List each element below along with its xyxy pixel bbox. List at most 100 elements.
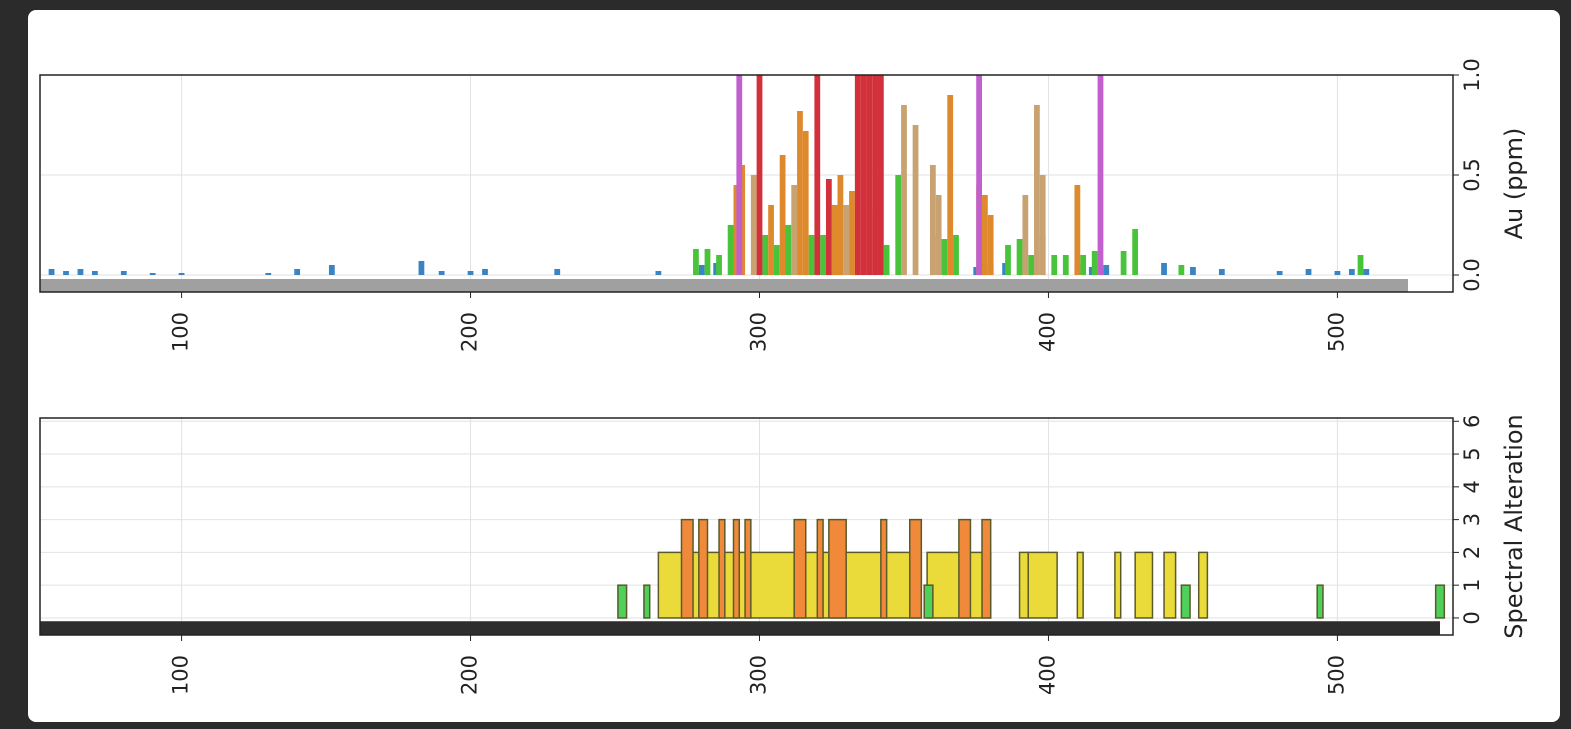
bar [1022,195,1029,275]
interval-bar [617,584,628,619]
interval-bar [643,584,651,619]
y-axis-label: Au (ppm) [1500,128,1528,240]
y-tick-label: 0 [1460,611,1484,624]
x-tick-label: 300 [747,312,771,352]
interval-bar [1180,584,1191,619]
bar [756,75,763,275]
bar [947,95,954,275]
bar [1103,265,1110,275]
interval-bar [909,518,923,619]
interval-bar [732,518,741,619]
bar [1016,239,1023,275]
bar [768,205,774,275]
bar [883,245,890,275]
bar [814,75,821,275]
bar [482,269,488,275]
y-tick-label: 4 [1460,480,1484,493]
y-tick-label: 0.5 [1460,158,1484,191]
trace-strip [40,621,1440,635]
bar [704,249,711,275]
bar [987,215,994,275]
bar [294,269,301,275]
y-tick-label: 1.0 [1460,58,1484,91]
bar [77,269,84,275]
bar [1276,271,1283,275]
bar [797,111,803,275]
bar [779,155,786,275]
bar [854,75,861,275]
bar [750,175,757,275]
bar [655,271,662,275]
bar [1334,271,1341,275]
bar [1132,229,1139,275]
bar [785,225,792,275]
x-tick-label: 400 [1035,655,1059,695]
bar [1062,255,1069,275]
axes-frame [39,417,1454,636]
interval-bar [1027,551,1058,619]
bar [418,261,425,275]
bar [773,245,780,275]
panel [28,10,1560,722]
x-tick-label: 500 [1324,312,1348,352]
bar [736,75,743,275]
bar [935,195,942,275]
interval-bar [718,518,726,619]
interval-bar [1018,551,1029,619]
interval-bar [1434,584,1446,619]
bar [328,265,335,275]
bar [791,185,798,275]
bar [843,205,850,275]
interval-bar [680,518,694,619]
bar [1005,245,1011,275]
x-tick-label: 100 [169,655,193,695]
x-tick-label: 100 [169,312,193,352]
bar [1097,75,1104,275]
interval-bar [816,518,824,619]
bar [1348,269,1355,275]
bar [825,179,832,275]
bar [762,235,769,275]
interval-bar [958,518,972,619]
y-tick-label: 5 [1460,447,1484,460]
interval-bar [1114,551,1122,619]
bar [877,75,884,275]
interval-bar [793,518,807,619]
bar [92,271,98,275]
y-tick-label: 0.0 [1460,258,1484,291]
trace-strip [40,279,1408,292]
bar [929,165,936,275]
interval-bar [698,518,709,619]
bar [849,191,855,275]
bar [872,75,878,275]
bar [941,239,948,275]
bar [716,255,722,275]
bar [693,249,699,275]
bar [265,273,272,275]
bar [837,175,844,275]
bar [727,225,734,275]
interval-bar [1316,584,1324,619]
bar [1091,251,1098,275]
bar [1028,255,1035,275]
bar [895,175,902,275]
bar [48,269,55,275]
bar [554,269,561,275]
interval-bar [1076,551,1084,619]
interval-bar [1163,551,1177,619]
bar [438,271,445,275]
bar [63,271,69,275]
bar [1357,255,1364,275]
bar [1178,265,1185,275]
bar [1080,255,1087,275]
y-tick-label: 1 [1460,578,1484,591]
y-axis-label: Spectral Alteration [1500,414,1528,639]
bar [1218,269,1225,275]
bar [120,271,127,275]
bar [1034,105,1040,275]
interval-bar [828,518,847,619]
bar [866,75,873,275]
bar [831,205,838,275]
bar [178,273,185,275]
